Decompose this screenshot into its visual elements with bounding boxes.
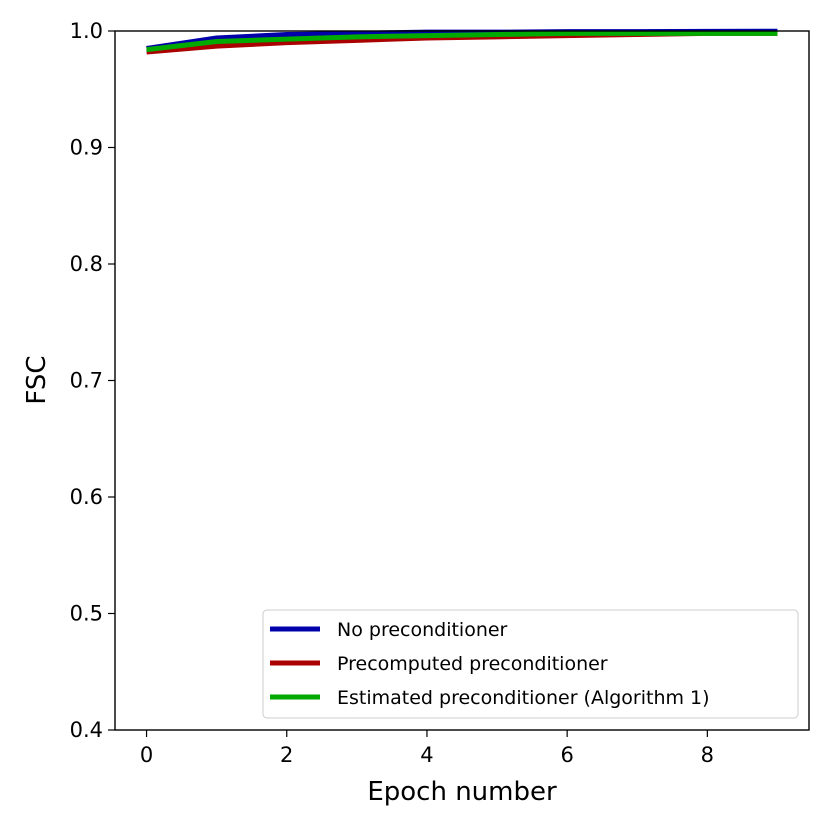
y-axis-label: FSC — [22, 355, 52, 404]
x-tick-label: 2 — [280, 743, 293, 767]
y-tick-label: 1.0 — [70, 19, 103, 43]
y-tick-label: 0.7 — [70, 369, 103, 393]
legend-label-3: Estimated preconditioner (Algorithm 1) — [337, 687, 710, 709]
legend-label-1: No preconditioner — [337, 619, 508, 641]
y-tick-label: 0.6 — [70, 485, 103, 509]
legend: No preconditioner Precomputed preconditio… — [262, 609, 799, 719]
y-tick-label: 0.4 — [70, 718, 103, 742]
x-tick-label: 4 — [420, 743, 433, 767]
series-layer — [146, 28, 778, 55]
series-line-3 — [146, 30, 778, 53]
x-axis-label: Epoch number — [367, 777, 557, 807]
x-tick-label: 8 — [701, 743, 714, 767]
x-tick-label: 0 — [140, 743, 153, 767]
y-axis: 0.4 0.5 0.6 0.7 0.8 0.9 1.0 — [70, 19, 115, 742]
legend-box — [262, 609, 799, 719]
y-tick-label: 0.9 — [70, 136, 103, 160]
x-axis: 0 2 4 6 8 — [140, 730, 714, 767]
y-tick-label: 0.5 — [70, 602, 103, 626]
legend-label-2: Precomputed preconditioner — [337, 653, 608, 675]
x-tick-label: 6 — [560, 743, 573, 767]
y-tick-label: 0.8 — [70, 252, 103, 276]
